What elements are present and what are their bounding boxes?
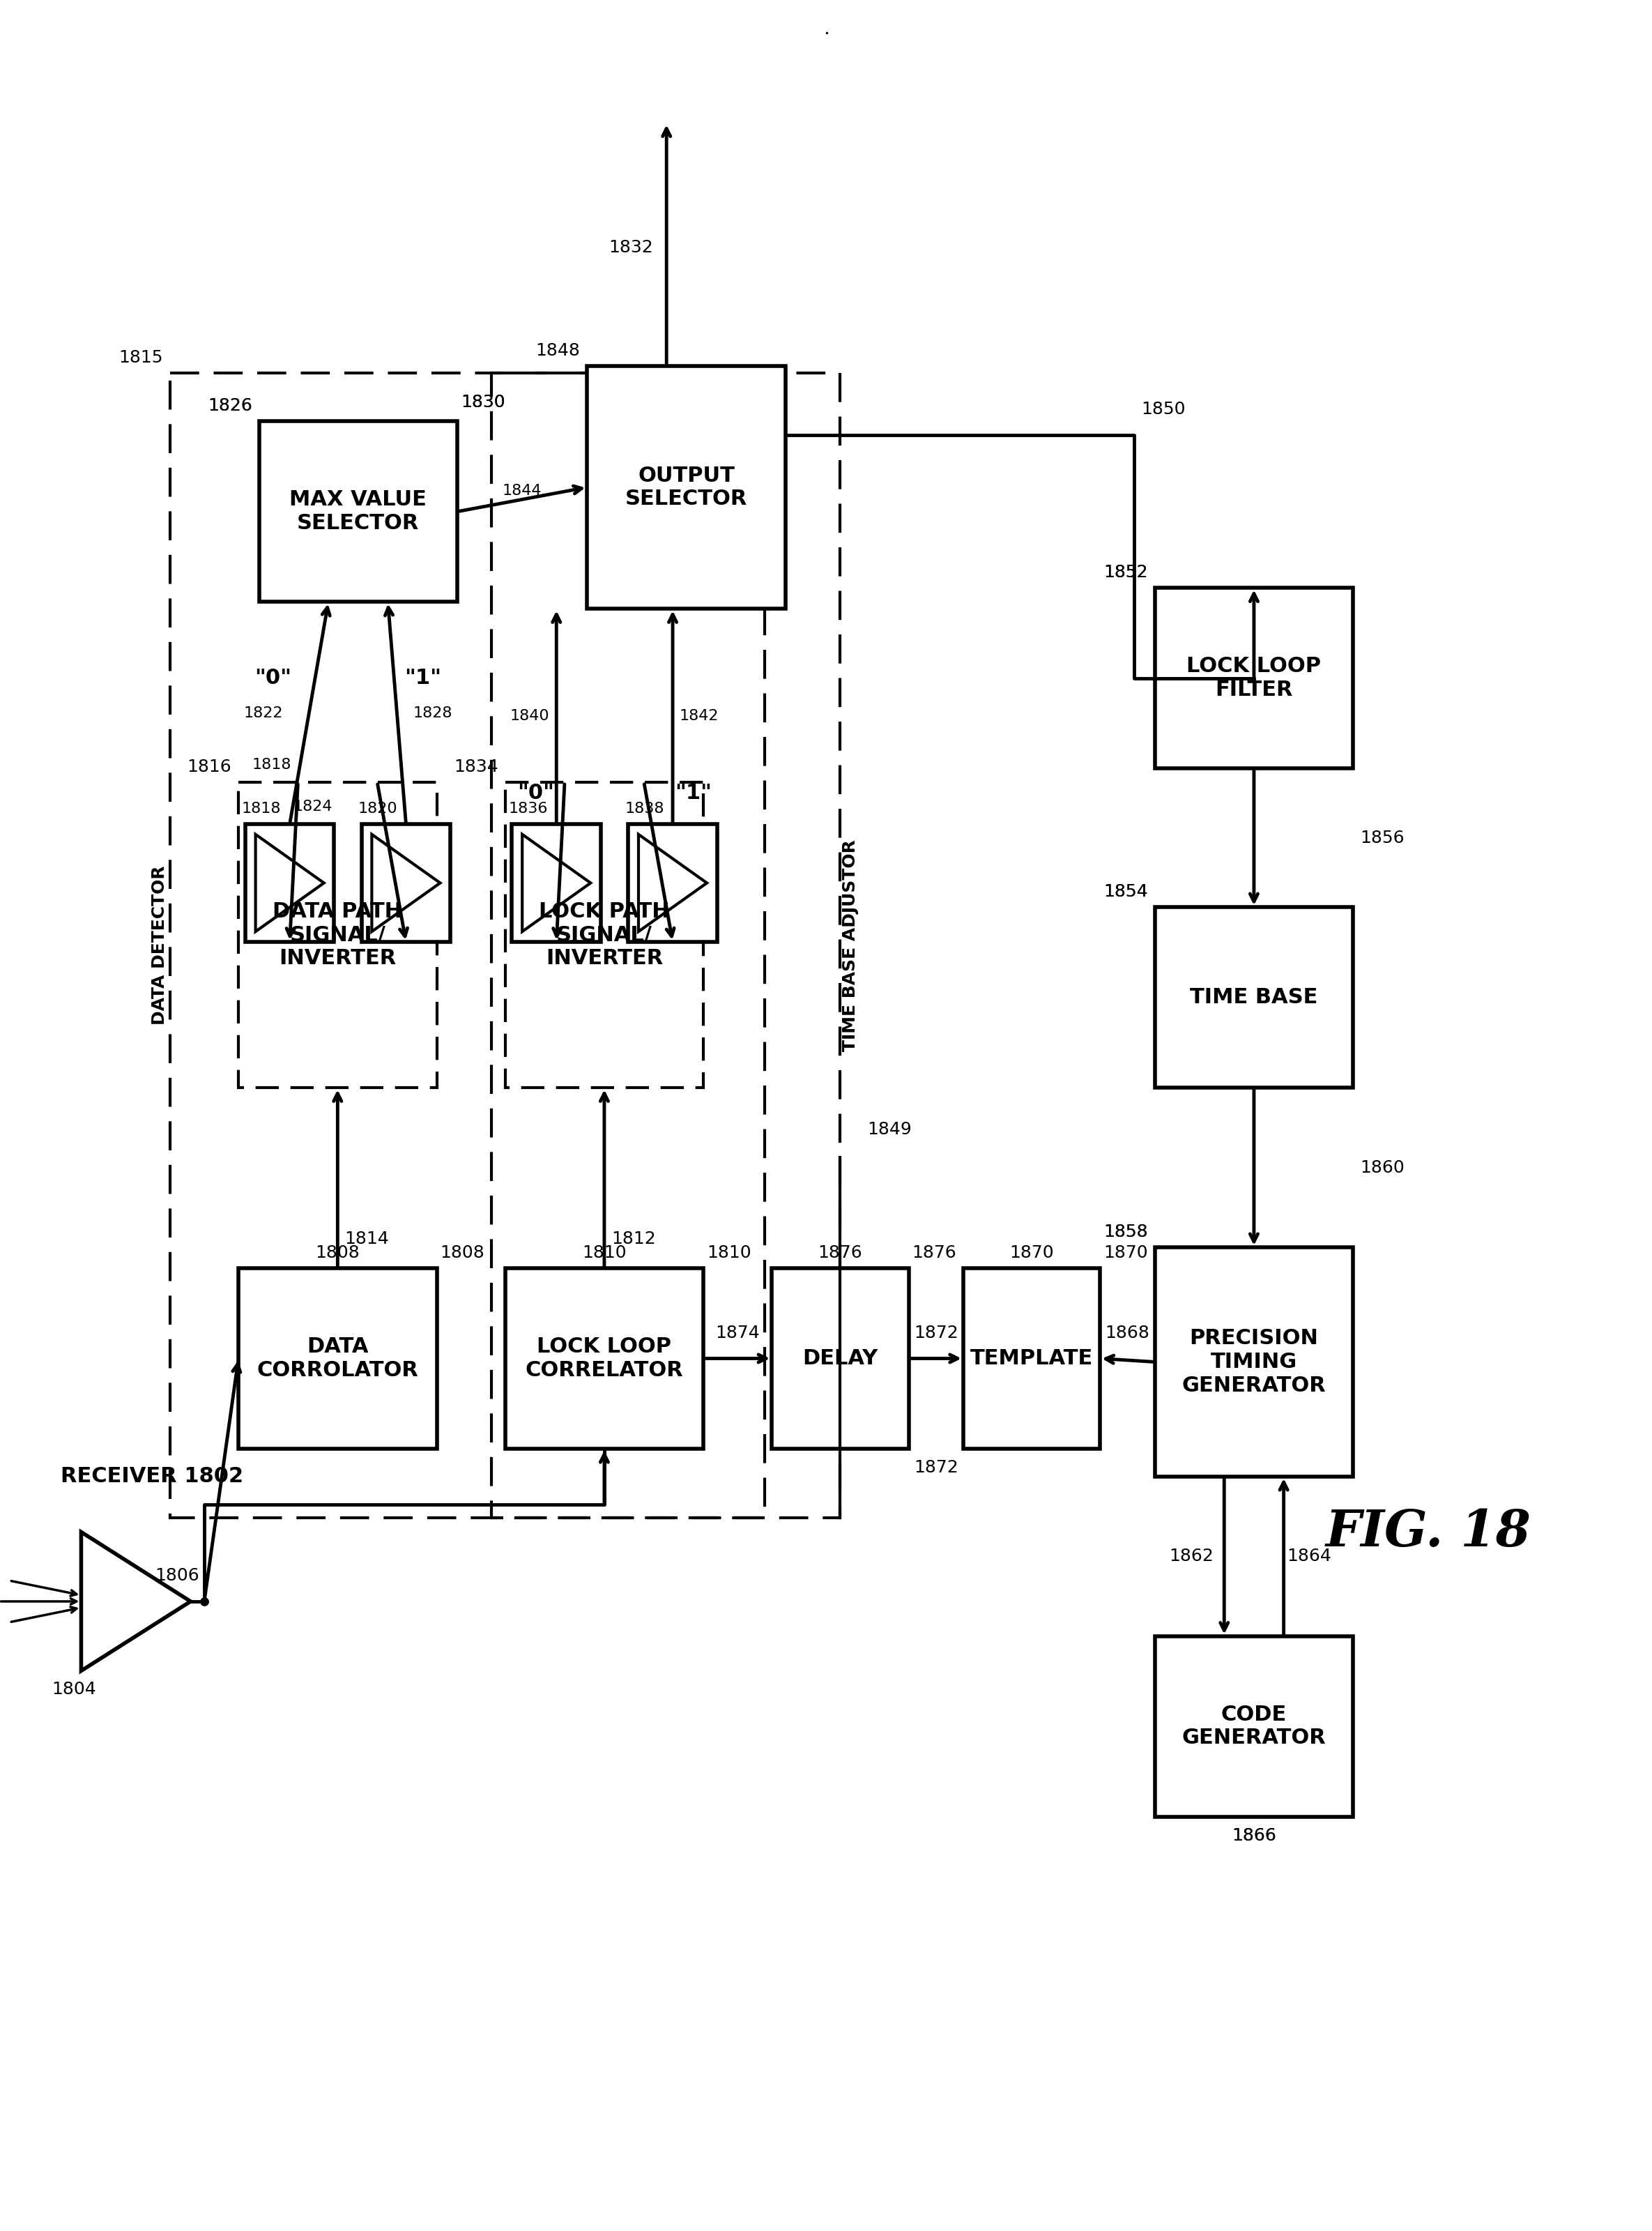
Text: RECEIVER 1802: RECEIVER 1802 bbox=[61, 1466, 243, 1486]
Bar bbox=[244, 823, 334, 941]
Bar bbox=[628, 823, 717, 941]
Bar bbox=[586, 366, 785, 609]
Text: 1844: 1844 bbox=[502, 484, 542, 498]
Text: 1854: 1854 bbox=[1104, 883, 1148, 901]
Text: 1838: 1838 bbox=[624, 801, 664, 817]
Bar bbox=[238, 1267, 436, 1448]
Text: 1852: 1852 bbox=[1104, 564, 1148, 580]
Text: 1832: 1832 bbox=[608, 239, 653, 257]
Text: 1808: 1808 bbox=[316, 1245, 360, 1261]
Text: "0": "0" bbox=[254, 667, 291, 689]
Text: DATA
CORROLATOR: DATA CORROLATOR bbox=[256, 1336, 418, 1381]
Text: 1856: 1856 bbox=[1360, 830, 1404, 846]
Text: LOCK PATH
SIGNAL/
INVERTER: LOCK PATH SIGNAL/ INVERTER bbox=[539, 901, 669, 968]
Text: 1850: 1850 bbox=[1142, 402, 1186, 417]
Text: 1830: 1830 bbox=[461, 395, 506, 411]
Text: 1808: 1808 bbox=[439, 1245, 484, 1261]
Text: 1810: 1810 bbox=[707, 1245, 752, 1261]
Text: LOCK LOOP
FILTER: LOCK LOOP FILTER bbox=[1186, 656, 1322, 701]
Text: 1872: 1872 bbox=[914, 1459, 958, 1477]
Text: 1830: 1830 bbox=[461, 395, 506, 411]
Text: 1828: 1828 bbox=[413, 705, 453, 721]
Text: 1806: 1806 bbox=[155, 1568, 200, 1584]
Text: TIME BASE ADJUSTOR: TIME BASE ADJUSTOR bbox=[843, 839, 859, 1051]
Text: 1876: 1876 bbox=[912, 1245, 957, 1261]
Text: 1874: 1874 bbox=[715, 1325, 760, 1341]
Bar bbox=[259, 422, 458, 602]
Text: 1858: 1858 bbox=[1104, 1225, 1148, 1240]
Bar bbox=[1155, 908, 1353, 1089]
Bar bbox=[170, 373, 765, 1517]
Text: 1816: 1816 bbox=[187, 759, 231, 776]
Text: 1876: 1876 bbox=[818, 1245, 862, 1261]
Text: 1834: 1834 bbox=[454, 759, 499, 776]
Text: 1804: 1804 bbox=[53, 1682, 96, 1698]
Bar bbox=[963, 1267, 1100, 1448]
Text: 1866: 1866 bbox=[1232, 1827, 1277, 1843]
Text: 1840: 1840 bbox=[510, 709, 550, 723]
Bar bbox=[506, 1267, 704, 1448]
Text: 1810: 1810 bbox=[582, 1245, 626, 1261]
Text: LOCK LOOP
CORRELATOR: LOCK LOOP CORRELATOR bbox=[525, 1336, 684, 1381]
Bar bbox=[1155, 1635, 1353, 1816]
Bar bbox=[506, 783, 704, 1089]
Text: 1860: 1860 bbox=[1360, 1160, 1404, 1176]
Bar bbox=[362, 823, 451, 941]
Text: 1848: 1848 bbox=[535, 341, 580, 359]
Text: TIME BASE: TIME BASE bbox=[1189, 988, 1318, 1008]
Bar bbox=[238, 783, 436, 1089]
Text: 1826: 1826 bbox=[208, 397, 253, 415]
Text: 1866: 1866 bbox=[1232, 1827, 1277, 1843]
Text: 1864: 1864 bbox=[1287, 1548, 1332, 1564]
Text: 1858: 1858 bbox=[1104, 1225, 1148, 1240]
Text: TEMPLATE: TEMPLATE bbox=[970, 1348, 1094, 1368]
Text: MAX VALUE
SELECTOR: MAX VALUE SELECTOR bbox=[289, 491, 426, 533]
Text: 1854: 1854 bbox=[1104, 883, 1148, 901]
Text: "0": "0" bbox=[517, 783, 555, 803]
Bar bbox=[1155, 589, 1353, 767]
Bar bbox=[491, 373, 841, 1517]
Text: 1849: 1849 bbox=[867, 1120, 912, 1138]
Bar bbox=[512, 823, 601, 941]
Text: 1842: 1842 bbox=[679, 709, 719, 723]
Text: 1815: 1815 bbox=[119, 348, 164, 366]
Text: CODE
GENERATOR: CODE GENERATOR bbox=[1181, 1704, 1327, 1749]
Text: 1826: 1826 bbox=[208, 397, 253, 415]
Text: "1": "1" bbox=[405, 667, 441, 689]
Text: 1820: 1820 bbox=[358, 801, 398, 817]
Text: 1824: 1824 bbox=[292, 799, 332, 814]
Text: FIG. 18: FIG. 18 bbox=[1325, 1508, 1531, 1557]
Text: 1870: 1870 bbox=[1009, 1245, 1054, 1261]
Text: 1822: 1822 bbox=[243, 705, 282, 721]
Text: 1818: 1818 bbox=[251, 759, 291, 772]
Text: DELAY: DELAY bbox=[803, 1348, 877, 1368]
Text: OUTPUT
SELECTOR: OUTPUT SELECTOR bbox=[624, 466, 747, 509]
Text: 1868: 1868 bbox=[1105, 1325, 1150, 1341]
Text: DATA PATH
SIGNAL/
INVERTER: DATA PATH SIGNAL/ INVERTER bbox=[273, 901, 403, 968]
Text: DATA DETECTOR: DATA DETECTOR bbox=[152, 866, 169, 1024]
Text: 1870: 1870 bbox=[1104, 1245, 1148, 1261]
Bar bbox=[1155, 1247, 1353, 1477]
Text: 1852: 1852 bbox=[1104, 564, 1148, 580]
Text: "1": "1" bbox=[674, 783, 712, 803]
Text: 1872: 1872 bbox=[914, 1325, 958, 1341]
Text: 1812: 1812 bbox=[611, 1232, 656, 1247]
Text: PRECISION
TIMING
GENERATOR: PRECISION TIMING GENERATOR bbox=[1181, 1327, 1327, 1394]
Text: 1814: 1814 bbox=[344, 1232, 388, 1247]
Text: 1862: 1862 bbox=[1170, 1548, 1214, 1564]
Text: 1836: 1836 bbox=[509, 801, 548, 817]
Text: 1818: 1818 bbox=[241, 801, 281, 817]
Bar bbox=[771, 1267, 909, 1448]
